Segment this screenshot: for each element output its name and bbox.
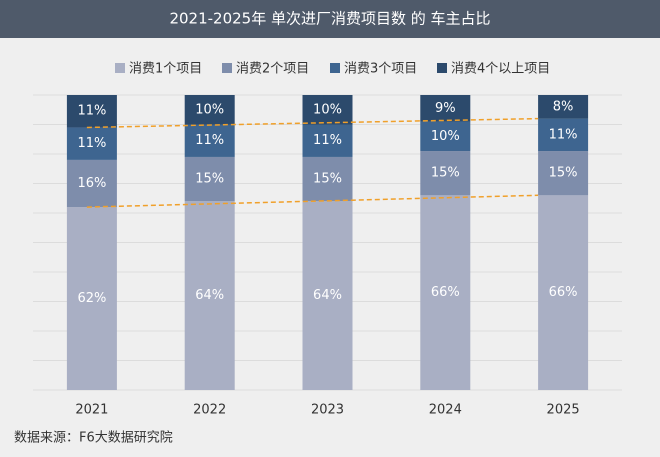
legend-swatch [437,63,447,73]
bar-segment [538,195,589,390]
bar-segment [538,95,589,119]
legend-swatch [330,63,340,73]
data-label: 11% [77,136,106,151]
data-label: 11% [77,104,106,119]
bar-segment [66,95,117,128]
data-label: 8% [553,99,574,114]
legend-label: 消费4个以上项目 [451,62,550,77]
source-note: 数据来源：F6大数据研究院 [14,431,173,446]
bar-segment [302,156,353,202]
data-label: 64% [195,288,224,303]
title-bar [0,0,660,38]
data-label: 15% [431,166,460,181]
legend-label: 消费2个项目 [236,62,309,77]
bar-segment [420,195,471,390]
legend-swatch [222,63,232,73]
bar-segment [184,124,235,157]
data-label: 66% [549,285,578,300]
bar-segment [302,124,353,157]
bar-segment [302,201,353,390]
data-label: 15% [195,172,224,187]
data-label: 11% [549,127,578,142]
bar-segment [302,95,353,125]
bar-segment [66,159,117,208]
bar-segment [66,207,117,390]
data-label: 62% [77,291,106,306]
data-label: 11% [195,133,224,148]
data-label: 10% [195,102,224,117]
x-tick-label: 2021 [75,403,108,418]
legend-label: 消费1个项目 [129,62,202,77]
bar-segment [420,95,471,122]
legend-swatch [115,63,125,73]
data-label: 64% [313,288,342,303]
x-tick-label: 2024 [429,403,462,418]
bar-segment [538,151,589,196]
chart-title: 2021-2025年 单次进厂消费项目数 的 车主占比 [169,10,490,28]
data-label: 15% [313,172,342,187]
data-label: 10% [431,129,460,144]
data-label: 66% [431,285,460,300]
bar-segment [66,127,117,160]
bar-segment [420,151,471,196]
bar-segment [538,118,589,152]
bar-segment [420,121,471,152]
data-label: 15% [549,166,578,181]
bar-segment [184,156,235,202]
x-tick-label: 2023 [311,403,344,418]
data-label: 9% [435,101,456,116]
data-label: 10% [313,102,342,117]
bar-segment [184,201,235,390]
x-tick-label: 2025 [547,403,580,418]
trend-line [86,117,539,129]
x-tick-label: 2022 [193,403,226,418]
trend-line [86,194,539,208]
bar-segment [184,95,235,125]
legend-label: 消费3个项目 [344,62,417,77]
data-label: 16% [77,176,106,191]
data-label: 11% [313,133,342,148]
